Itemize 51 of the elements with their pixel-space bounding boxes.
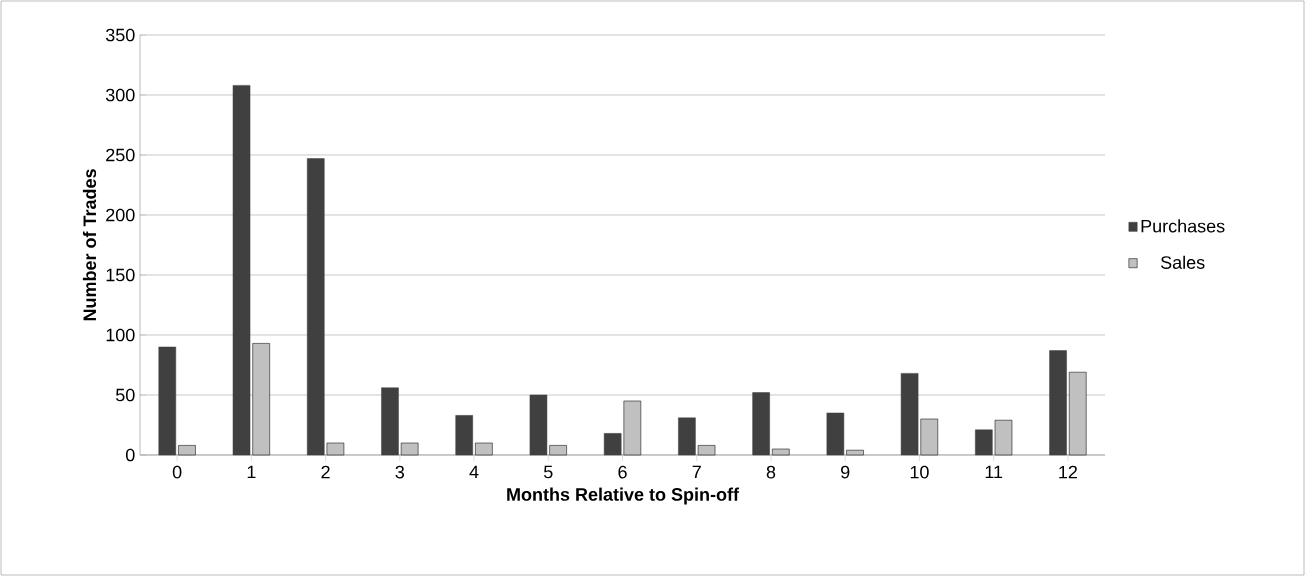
y-tick-label: 300 — [105, 88, 135, 102]
y-tick-label: 350 — [105, 28, 135, 42]
y-tick-label: 250 — [106, 148, 135, 162]
x-tick-label: 7 — [692, 465, 701, 479]
y-tick-label: 0 — [126, 448, 135, 462]
bar — [252, 343, 270, 456]
y-tick-label: 100 — [106, 328, 135, 342]
bar — [158, 346, 177, 456]
bar — [326, 442, 345, 456]
bar — [678, 417, 696, 456]
bar — [697, 445, 716, 456]
bar — [1049, 350, 1067, 456]
bar — [306, 158, 325, 456]
y-tick-label: 200 — [106, 208, 135, 222]
x-tick-label: 12 — [1059, 465, 1078, 479]
x-tick-label: 9 — [841, 465, 850, 479]
legend-label: Purchases — [1141, 219, 1225, 233]
x-tick-label: 0 — [172, 465, 182, 479]
bar — [772, 448, 790, 456]
y-tick-label: 150 — [106, 268, 135, 282]
x-tick-label: 1 — [247, 465, 256, 479]
x-tick-label: 11 — [985, 465, 1003, 479]
y-tick-label: 50 — [115, 388, 135, 402]
x-axis-title: Months Relative to Spin-off — [507, 487, 740, 505]
x-tick-label: 6 — [618, 465, 627, 479]
bar — [475, 442, 493, 456]
legend-label: Sales — [1160, 255, 1205, 269]
bar — [1068, 371, 1087, 456]
bar — [900, 373, 919, 456]
bar — [623, 400, 642, 456]
y-axis-title: Number of Trades — [82, 169, 97, 321]
bar — [232, 85, 251, 456]
bar — [975, 429, 993, 456]
x-tick-label: 4 — [469, 465, 479, 479]
x-tick-label: 5 — [543, 465, 553, 479]
bar — [603, 433, 622, 456]
bar — [178, 445, 196, 456]
bar — [529, 394, 548, 456]
bar — [920, 418, 939, 456]
bar — [752, 392, 770, 456]
bar — [846, 449, 864, 456]
bar — [400, 442, 419, 456]
x-tick-label: 10 — [910, 465, 929, 479]
x-tick-label: 3 — [395, 465, 405, 479]
bar — [826, 412, 845, 456]
x-tick-label: 2 — [321, 465, 330, 479]
bar — [549, 445, 567, 456]
x-tick-label: 8 — [766, 465, 776, 479]
bar — [455, 415, 473, 456]
bar — [994, 419, 1013, 456]
bar — [381, 387, 399, 456]
